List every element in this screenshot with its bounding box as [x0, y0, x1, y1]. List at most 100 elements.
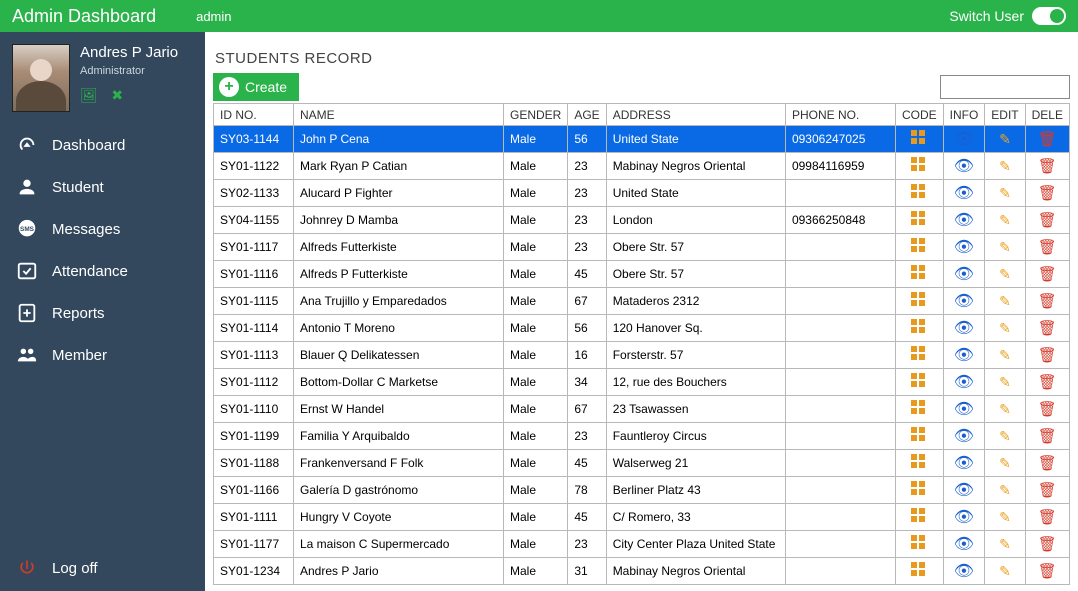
delete-icon[interactable]: 🗑: [1025, 396, 1069, 423]
table-row[interactable]: SY01-1111Hungry V CoyoteMale45C/ Romero,…: [214, 504, 1070, 531]
delete-icon[interactable]: 🗑: [1025, 288, 1069, 315]
info-icon[interactable]: 👁: [943, 261, 985, 288]
table-row[interactable]: SY01-1112Bottom-Dollar C MarketseMale341…: [214, 369, 1070, 396]
create-button[interactable]: + Create: [213, 73, 299, 101]
table-row[interactable]: SY01-1117Alfreds FutterkisteMale23Obere …: [214, 234, 1070, 261]
table-row[interactable]: SY01-1122Mark Ryan P CatianMale23Mabinay…: [214, 153, 1070, 180]
code-icon[interactable]: [895, 315, 943, 342]
search-input[interactable]: [940, 75, 1070, 99]
code-icon[interactable]: [895, 288, 943, 315]
table-row[interactable]: SY01-1177La maison C SupermercadoMale23C…: [214, 531, 1070, 558]
sidebar-item-messages[interactable]: SMSMessages: [0, 208, 205, 250]
code-icon[interactable]: [895, 558, 943, 585]
table-row[interactable]: SY01-1199Familia Y ArquibaldoMale23Faunt…: [214, 423, 1070, 450]
edit-icon[interactable]: ✎: [985, 207, 1025, 234]
image-icon[interactable]: 🖼: [80, 87, 98, 103]
edit-icon[interactable]: ✎: [985, 369, 1025, 396]
code-icon[interactable]: [895, 504, 943, 531]
sidebar-item-member[interactable]: Member: [0, 334, 205, 376]
code-icon[interactable]: [895, 342, 943, 369]
logoff-button[interactable]: Log off: [0, 545, 205, 591]
edit-icon[interactable]: ✎: [985, 504, 1025, 531]
table-row[interactable]: SY04-1155Johnrey D MambaMale23London0936…: [214, 207, 1070, 234]
code-icon[interactable]: [895, 126, 943, 153]
info-icon[interactable]: 👁: [943, 369, 985, 396]
column-header[interactable]: DELE: [1025, 104, 1069, 126]
info-icon[interactable]: 👁: [943, 180, 985, 207]
delete-icon[interactable]: 🗑: [1025, 477, 1069, 504]
column-header[interactable]: ID NO.: [214, 104, 294, 126]
info-icon[interactable]: 👁: [943, 234, 985, 261]
column-header[interactable]: NAME: [294, 104, 504, 126]
edit-icon[interactable]: ✎: [985, 261, 1025, 288]
table-row[interactable]: SY02-1133Alucard P FighterMale23United S…: [214, 180, 1070, 207]
table-row[interactable]: SY01-1110Ernst W HandelMale6723 Tsawasse…: [214, 396, 1070, 423]
table-row[interactable]: SY03-1144John P CenaMale56United State09…: [214, 126, 1070, 153]
code-icon[interactable]: [895, 207, 943, 234]
delete-icon[interactable]: 🗑: [1025, 558, 1069, 585]
edit-icon[interactable]: ✎: [985, 558, 1025, 585]
edit-icon[interactable]: ✎: [985, 396, 1025, 423]
table-row[interactable]: SY01-1234Andres P JarioMale31Mabinay Neg…: [214, 558, 1070, 585]
info-icon[interactable]: 👁: [943, 396, 985, 423]
tools-icon[interactable]: ✖: [111, 87, 123, 103]
table-row[interactable]: SY01-1116Alfreds P FutterkisteMale45Ober…: [214, 261, 1070, 288]
edit-icon[interactable]: ✎: [985, 450, 1025, 477]
table-row[interactable]: SY01-1166Galería D gastrónomoMale78Berli…: [214, 477, 1070, 504]
code-icon[interactable]: [895, 423, 943, 450]
column-header[interactable]: PHONE NO.: [785, 104, 895, 126]
table-row[interactable]: SY01-1114Antonio T MorenoMale56120 Hanov…: [214, 315, 1070, 342]
edit-icon[interactable]: ✎: [985, 315, 1025, 342]
edit-icon[interactable]: ✎: [985, 180, 1025, 207]
delete-icon[interactable]: 🗑: [1025, 234, 1069, 261]
table-row[interactable]: SY01-1115Ana Trujillo y EmparedadosMale6…: [214, 288, 1070, 315]
sidebar-item-reports[interactable]: Reports: [0, 292, 205, 334]
column-header[interactable]: GENDER: [504, 104, 568, 126]
delete-icon[interactable]: 🗑: [1025, 126, 1069, 153]
table-row[interactable]: SY01-1188Frankenversand F FolkMale45Wals…: [214, 450, 1070, 477]
code-icon[interactable]: [895, 153, 943, 180]
delete-icon[interactable]: 🗑: [1025, 207, 1069, 234]
delete-icon[interactable]: 🗑: [1025, 504, 1069, 531]
info-icon[interactable]: 👁: [943, 315, 985, 342]
delete-icon[interactable]: 🗑: [1025, 450, 1069, 477]
code-icon[interactable]: [895, 180, 943, 207]
info-icon[interactable]: 👁: [943, 342, 985, 369]
table-row[interactable]: SY01-1113Blauer Q DelikatessenMale16Fors…: [214, 342, 1070, 369]
edit-icon[interactable]: ✎: [985, 342, 1025, 369]
column-header[interactable]: INFO: [943, 104, 985, 126]
delete-icon[interactable]: 🗑: [1025, 423, 1069, 450]
code-icon[interactable]: [895, 450, 943, 477]
code-icon[interactable]: [895, 531, 943, 558]
code-icon[interactable]: [895, 396, 943, 423]
column-header[interactable]: EDIT: [985, 104, 1025, 126]
edit-icon[interactable]: ✎: [985, 234, 1025, 261]
edit-icon[interactable]: ✎: [985, 423, 1025, 450]
info-icon[interactable]: 👁: [943, 126, 985, 153]
edit-icon[interactable]: ✎: [985, 288, 1025, 315]
info-icon[interactable]: 👁: [943, 558, 985, 585]
edit-icon[interactable]: ✎: [985, 531, 1025, 558]
sidebar-item-attendance[interactable]: Attendance: [0, 250, 205, 292]
info-icon[interactable]: 👁: [943, 207, 985, 234]
edit-icon[interactable]: ✎: [985, 153, 1025, 180]
column-header[interactable]: AGE: [568, 104, 606, 126]
delete-icon[interactable]: 🗑: [1025, 315, 1069, 342]
edit-icon[interactable]: ✎: [985, 126, 1025, 153]
delete-icon[interactable]: 🗑: [1025, 342, 1069, 369]
switch-user-label[interactable]: Switch User: [949, 8, 1024, 24]
delete-icon[interactable]: 🗑: [1025, 153, 1069, 180]
info-icon[interactable]: 👁: [943, 504, 985, 531]
info-icon[interactable]: 👁: [943, 153, 985, 180]
code-icon[interactable]: [895, 477, 943, 504]
delete-icon[interactable]: 🗑: [1025, 180, 1069, 207]
code-icon[interactable]: [895, 369, 943, 396]
info-icon[interactable]: 👁: [943, 288, 985, 315]
column-header[interactable]: ADDRESS: [606, 104, 785, 126]
column-header[interactable]: CODE: [895, 104, 943, 126]
info-icon[interactable]: 👁: [943, 423, 985, 450]
info-icon[interactable]: 👁: [943, 531, 985, 558]
edit-icon[interactable]: ✎: [985, 477, 1025, 504]
sidebar-item-dashboard[interactable]: Dashboard: [0, 124, 205, 166]
delete-icon[interactable]: 🗑: [1025, 369, 1069, 396]
